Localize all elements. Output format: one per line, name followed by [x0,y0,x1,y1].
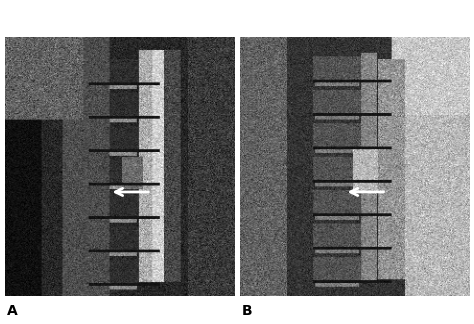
Text: B: B [242,304,253,318]
Text: Figure 1: Figure 1 [9,12,80,27]
Text: A: A [7,304,18,318]
